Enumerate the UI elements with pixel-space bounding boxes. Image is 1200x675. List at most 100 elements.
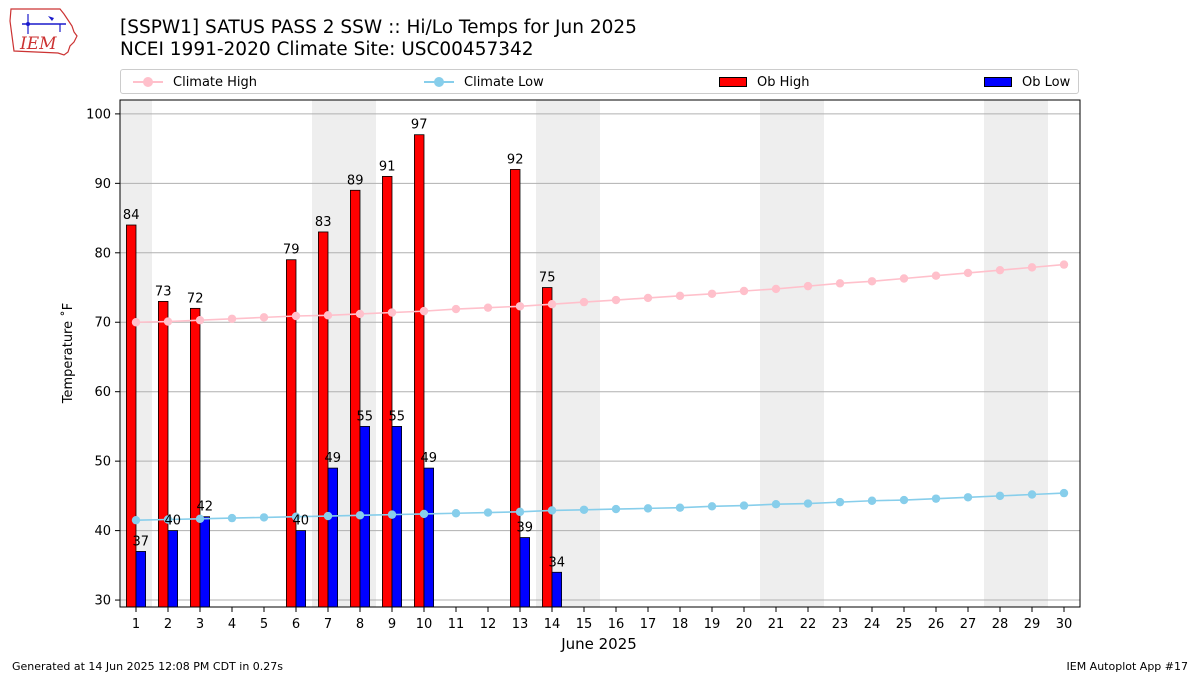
ob-low-label: 40	[293, 514, 310, 529]
climate-high-swatch	[133, 76, 163, 88]
ob-high-label: 73	[155, 284, 172, 299]
ob-low-bar	[135, 551, 147, 608]
legend-item-ob-high: Ob High	[719, 74, 810, 90]
climate-low-point	[931, 494, 941, 503]
climate-low-point	[323, 511, 333, 521]
climate-high-point	[835, 279, 845, 288]
weekend-shading	[120, 100, 1048, 607]
ob-high-label: 97	[411, 118, 428, 133]
climate-low-point	[707, 502, 717, 511]
x-tick-label: 27	[960, 617, 977, 632]
ob-high-bar	[509, 169, 521, 608]
y-tick-label: 30	[94, 594, 111, 609]
ob-high-bar	[381, 175, 393, 608]
legend-label-ob-high: Ob High	[757, 74, 810, 90]
climate-low-point	[451, 509, 461, 518]
climate-high-point	[643, 293, 653, 303]
x-tick-label: 16	[608, 617, 625, 632]
legend-label-climate-low: Climate Low	[464, 74, 544, 90]
climate-high-point	[707, 289, 717, 298]
x-tick-label: 22	[800, 617, 817, 632]
bar-labels: 84 73 72 79 83 89 91 97 92 75 37 40 42 40 49 55 55 49 39 34	[123, 118, 565, 571]
climate-low-point	[483, 508, 493, 517]
climate-low-point	[291, 512, 301, 521]
y-tick-label: 80	[94, 246, 111, 261]
y-tick-label: 50	[94, 455, 111, 470]
ob-high-label: 83	[315, 215, 332, 230]
ob-low-bar	[519, 537, 531, 608]
climate-low-point	[803, 499, 813, 508]
chart-title: [SSPW1] SATUS PASS 2 SSW :: Hi/Lo Temps …	[120, 17, 637, 61]
plot-frame	[119, 99, 1081, 608]
ob-high-label: 84	[123, 208, 140, 223]
x-tick-label: 2	[164, 617, 172, 632]
ob-low-label: 42	[197, 500, 214, 515]
x-tick-label: 8	[356, 617, 364, 632]
footer-generated: Generated at 14 Jun 2025 12:08 PM CDT in…	[12, 660, 284, 673]
ob-low-label: 49	[421, 451, 438, 466]
x-tick-label: 7	[324, 617, 332, 632]
climate-high-point	[131, 318, 141, 327]
climate-low-point	[867, 496, 877, 505]
climate-high-point	[1027, 263, 1037, 272]
climate-low-swatch	[424, 76, 454, 88]
climate-high-point	[515, 302, 525, 311]
climate-high-point	[739, 286, 749, 296]
legend-label-ob-low: Ob Low	[1022, 74, 1071, 90]
climate-low-point	[995, 491, 1005, 501]
ob-low-label: 55	[389, 409, 406, 424]
y-tick-label: 90	[94, 177, 111, 192]
x-tick-label: 11	[448, 617, 465, 632]
climate-high-point	[259, 313, 269, 322]
logo-text: IEM	[20, 34, 57, 54]
climate-high-point	[963, 268, 973, 278]
x-tick-label: 18	[672, 617, 689, 632]
title-line-1: [SSPW1] SATUS PASS 2 SSW :: Hi/Lo Temps …	[120, 17, 637, 38]
climate-low-point	[963, 493, 973, 502]
ob-high-bar	[413, 134, 425, 608]
climate-high-point	[931, 271, 941, 280]
climate-low-line	[135, 492, 1065, 521]
x-tick-label: 26	[928, 617, 945, 632]
climate-low-point	[227, 513, 237, 523]
climate-low-point	[611, 504, 621, 514]
climate-high-point	[1059, 260, 1069, 269]
climate-low-point	[579, 505, 589, 514]
ob-low-label: 55	[357, 409, 374, 424]
climate-high-point	[323, 311, 333, 320]
climate-high-point	[547, 299, 557, 309]
ob-low-label: 39	[517, 521, 534, 536]
ob-low-bar	[199, 516, 211, 608]
climate-high-point	[803, 281, 813, 291]
x-tick-label: 6	[292, 617, 300, 632]
x-tick-label: 20	[736, 617, 753, 632]
ob-high-bar	[189, 307, 201, 608]
climate-high-point	[227, 314, 237, 323]
x-tick-label: 29	[1024, 617, 1041, 632]
ob-low-bar	[423, 467, 435, 608]
climate-low-point	[355, 511, 365, 520]
legend-item-climate-low: Climate Low	[424, 74, 544, 90]
climate-lines	[131, 260, 1069, 525]
x-tick-label: 24	[864, 617, 881, 632]
x-tick-label: 14	[544, 617, 561, 632]
ob-high-bar	[285, 259, 297, 608]
y-tick-label: 40	[94, 524, 111, 539]
climate-low-point	[387, 510, 397, 519]
ob-low-bar	[295, 530, 307, 608]
climate-high-point	[355, 309, 365, 319]
ob-low-label: 49	[325, 451, 342, 466]
x-tick-label: 15	[576, 617, 593, 632]
y-tick-label: 100	[86, 107, 111, 122]
ob-low-swatch	[984, 77, 1012, 87]
climate-high-point	[163, 317, 173, 326]
x-axis-ticks: 1 2 3 4 5 6 7 8 9 10 11 12 13 14 15 16 17 18 19 20 21 22 23 24 2…	[132, 607, 1072, 632]
x-tick-label: 28	[992, 617, 1009, 632]
climate-low-point	[515, 507, 525, 517]
climate-low-point	[739, 501, 749, 510]
climate-low-point	[419, 509, 429, 519]
climate-high-point	[995, 265, 1005, 275]
climate-low-point	[835, 497, 845, 507]
climate-high-point	[419, 306, 429, 316]
